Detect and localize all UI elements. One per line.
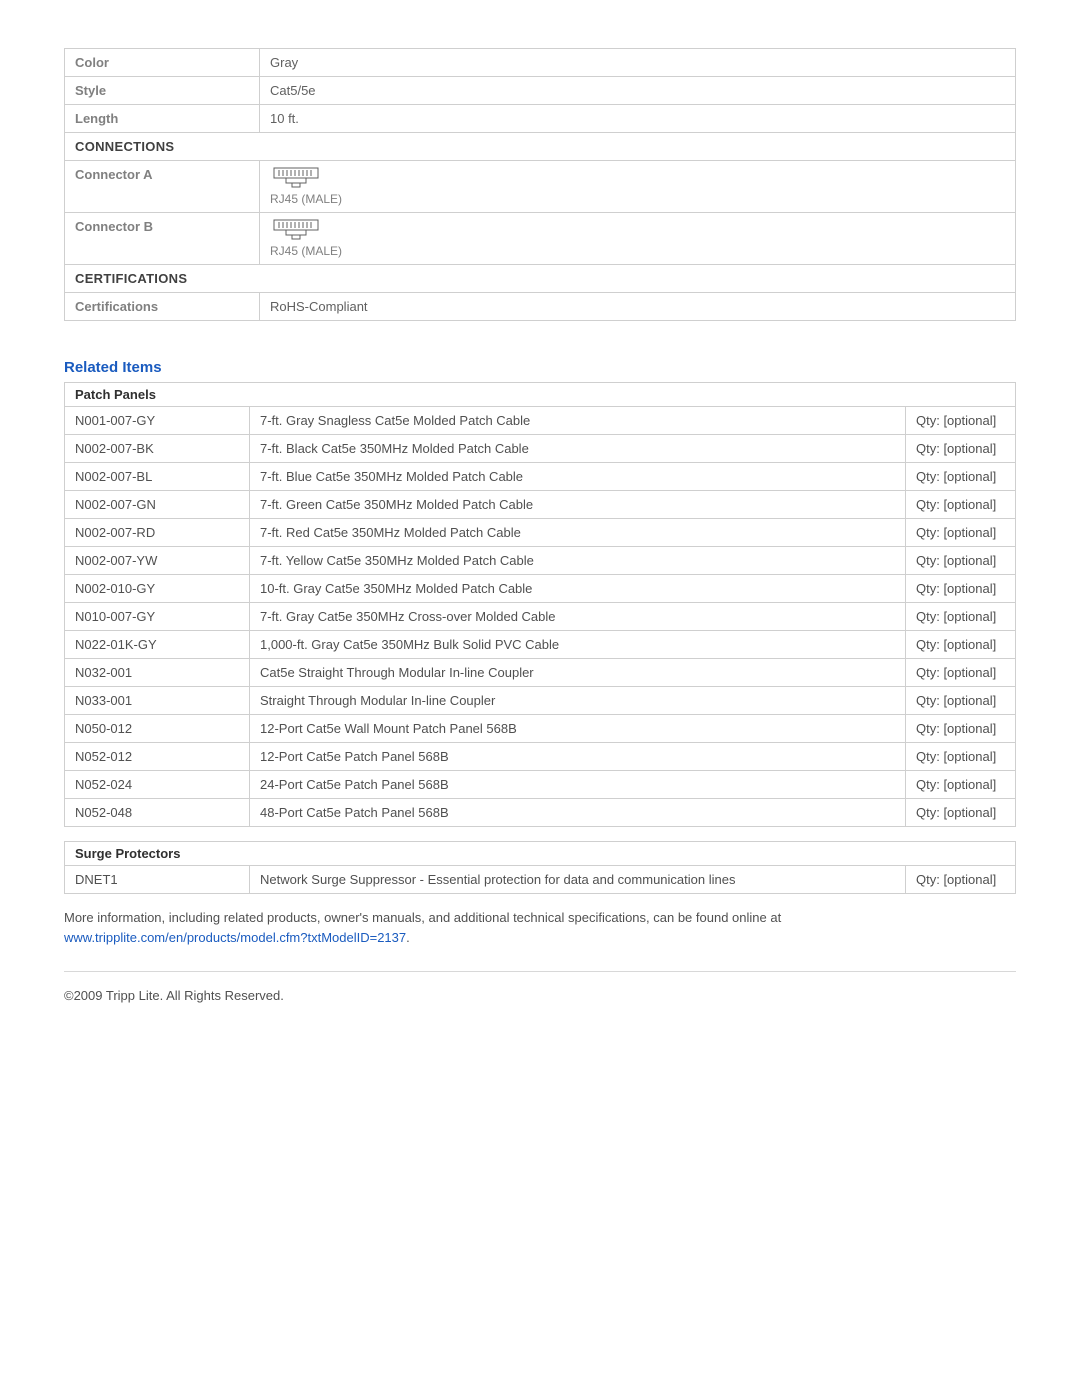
sku-cell: N052-024 [65,771,250,799]
related-rows: DNET1Network Surge Suppressor - Essentia… [65,866,1016,894]
sku-cell: N001-007-GY [65,407,250,435]
table-header: Patch Panels [65,383,1016,407]
qty-cell: Qty: [optional] [906,659,1016,687]
desc-cell: 7-ft. Gray Snagless Cat5e Molded Patch C… [250,407,906,435]
sku-cell: N050-012 [65,715,250,743]
page-content: ColorGrayStyleCat5/5eLength10 ft. CONNEC… [0,0,1080,1056]
related-items-heading: Related Items [64,359,1016,376]
qty-cell: Qty: [optional] [906,603,1016,631]
copyright-text: ©2009 Tripp Lite. All Rights Reserved. [64,988,1016,1003]
table-row: N002-007-RD7-ft. Red Cat5e 350MHz Molded… [65,519,1016,547]
rj45-icon [270,219,322,241]
table-row: N052-04848-Port Cat5e Patch Panel 568BQt… [65,799,1016,827]
connector-caption: RJ45 (MALE) [270,244,342,258]
spec-value: Cat5/5e [260,77,1016,105]
table-row: N002-007-GN7-ft. Green Cat5e 350MHz Mold… [65,491,1016,519]
sku-cell: N052-048 [65,799,250,827]
section-header-connections: CONNECTIONS [65,133,1016,161]
table-row: N001-007-GY7-ft. Gray Snagless Cat5e Mol… [65,407,1016,435]
qty-cell: Qty: [optional] [906,715,1016,743]
table-row: N002-007-BL7-ft. Blue Cat5e 350MHz Molde… [65,463,1016,491]
qty-cell: Qty: [optional] [906,799,1016,827]
desc-cell: 7-ft. Gray Cat5e 350MHz Cross-over Molde… [250,603,906,631]
section-header-certifications: CERTIFICATIONS [65,265,1016,293]
qty-cell: Qty: [optional] [906,491,1016,519]
spec-label: Style [65,77,260,105]
footer-post-text: . [406,930,410,945]
desc-cell: 7-ft. Red Cat5e 350MHz Molded Patch Cabl… [250,519,906,547]
spec-value: Gray [260,49,1016,77]
sku-cell: N032-001 [65,659,250,687]
sku-cell: N010-007-GY [65,603,250,631]
qty-cell: Qty: [optional] [906,771,1016,799]
qty-cell: Qty: [optional] [906,463,1016,491]
table-row: N002-007-YW7-ft. Yellow Cat5e 350MHz Mol… [65,547,1016,575]
spec-table: ColorGrayStyleCat5/5eLength10 ft. CONNEC… [64,48,1016,321]
connector-caption: RJ45 (MALE) [270,192,342,206]
qty-cell: Qty: [optional] [906,547,1016,575]
table-row: N002-010-GY10-ft. Gray Cat5e 350MHz Mold… [65,575,1016,603]
spec-value: RJ45 (MALE) [260,213,1016,265]
rj45-icon [270,167,322,189]
patch-panels-table: Patch Panels N001-007-GY7-ft. Gray Snagl… [64,382,1016,827]
table-row: N032-001Cat5e Straight Through Modular I… [65,659,1016,687]
footer-pre-text: More information, including related prod… [64,910,781,925]
table-row: N052-02424-Port Cat5e Patch Panel 568BQt… [65,771,1016,799]
divider [64,971,1016,972]
sku-cell: N052-012 [65,743,250,771]
sku-cell: DNET1 [65,866,250,894]
table-row: N033-001Straight Through Modular In-line… [65,687,1016,715]
spec-label: Connector B [65,213,260,265]
desc-cell: Straight Through Modular In-line Coupler [250,687,906,715]
sku-cell: N002-010-GY [65,575,250,603]
qty-cell: Qty: [optional] [906,687,1016,715]
qty-cell: Qty: [optional] [906,866,1016,894]
table-row: N052-01212-Port Cat5e Patch Panel 568BQt… [65,743,1016,771]
desc-cell: 7-ft. Blue Cat5e 350MHz Molded Patch Cab… [250,463,906,491]
sku-cell: N002-007-RD [65,519,250,547]
sku-cell: N002-007-GN [65,491,250,519]
qty-cell: Qty: [optional] [906,575,1016,603]
desc-cell: 24-Port Cat5e Patch Panel 568B [250,771,906,799]
qty-cell: Qty: [optional] [906,631,1016,659]
desc-cell: 7-ft. Yellow Cat5e 350MHz Molded Patch C… [250,547,906,575]
table-row: N050-01212-Port Cat5e Wall Mount Patch P… [65,715,1016,743]
table-header: Surge Protectors [65,842,1016,866]
table-row: DNET1Network Surge Suppressor - Essentia… [65,866,1016,894]
qty-cell: Qty: [optional] [906,435,1016,463]
sku-cell: N022-01K-GY [65,631,250,659]
qty-cell: Qty: [optional] [906,743,1016,771]
desc-cell: 1,000-ft. Gray Cat5e 350MHz Bulk Solid P… [250,631,906,659]
desc-cell: 10-ft. Gray Cat5e 350MHz Molded Patch Ca… [250,575,906,603]
spec-value: RoHS-Compliant [260,293,1016,321]
surge-protectors-table: Surge Protectors DNET1Network Surge Supp… [64,841,1016,894]
sku-cell: N033-001 [65,687,250,715]
desc-cell: 7-ft. Black Cat5e 350MHz Molded Patch Ca… [250,435,906,463]
desc-cell: Cat5e Straight Through Modular In-line C… [250,659,906,687]
spec-label: Certifications [65,293,260,321]
desc-cell: Network Surge Suppressor - Essential pro… [250,866,906,894]
spec-value: 10 ft. [260,105,1016,133]
more-info-text: More information, including related prod… [64,908,1016,947]
sku-cell: N002-007-BK [65,435,250,463]
spec-label: Connector A [65,161,260,213]
sku-cell: N002-007-YW [65,547,250,575]
desc-cell: 48-Port Cat5e Patch Panel 568B [250,799,906,827]
spec-label: Color [65,49,260,77]
product-link[interactable]: www.tripplite.com/en/products/model.cfm?… [64,930,406,945]
desc-cell: 12-Port Cat5e Wall Mount Patch Panel 568… [250,715,906,743]
sku-cell: N002-007-BL [65,463,250,491]
spec-value: RJ45 (MALE) [260,161,1016,213]
related-rows: N001-007-GY7-ft. Gray Snagless Cat5e Mol… [65,407,1016,827]
desc-cell: 12-Port Cat5e Patch Panel 568B [250,743,906,771]
qty-cell: Qty: [optional] [906,519,1016,547]
desc-cell: 7-ft. Green Cat5e 350MHz Molded Patch Ca… [250,491,906,519]
qty-cell: Qty: [optional] [906,407,1016,435]
table-row: N002-007-BK7-ft. Black Cat5e 350MHz Mold… [65,435,1016,463]
table-row: N010-007-GY7-ft. Gray Cat5e 350MHz Cross… [65,603,1016,631]
table-row: N022-01K-GY1,000-ft. Gray Cat5e 350MHz B… [65,631,1016,659]
spec-label: Length [65,105,260,133]
